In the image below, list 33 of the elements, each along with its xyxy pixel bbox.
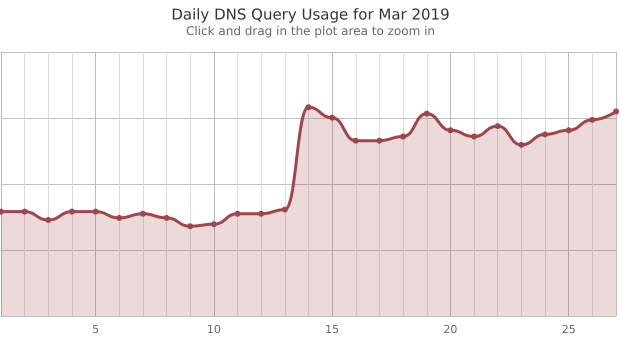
x-tick-label: 10: [206, 323, 221, 336]
x-tick-label: 20: [443, 323, 458, 336]
point: [400, 134, 406, 140]
point: [45, 217, 52, 223]
point: [542, 131, 548, 138]
point: [210, 221, 217, 228]
chart-subtitle: Click and drag in the plot area to zoom in: [186, 24, 436, 38]
point: [22, 208, 28, 215]
point: [447, 127, 454, 134]
point: [424, 110, 430, 117]
point: [566, 127, 572, 134]
point: [68, 208, 75, 215]
x-tick-label: 15: [325, 323, 340, 336]
point: [282, 206, 288, 213]
point: [187, 223, 194, 230]
point: [306, 104, 312, 110]
point: [164, 214, 170, 221]
point: [352, 138, 359, 144]
point: [140, 210, 146, 217]
point: [494, 123, 501, 130]
x-tick-label: 5: [92, 323, 100, 336]
point: [589, 116, 596, 123]
point: [116, 214, 122, 221]
x-tick-label: 25: [562, 323, 576, 336]
point: [329, 114, 336, 121]
point: [376, 138, 382, 144]
chart-title: Daily DNS Query Usage for Mar 2019: [171, 6, 450, 24]
point: [471, 134, 478, 140]
point: [258, 210, 264, 217]
point: [92, 208, 99, 215]
point: [518, 142, 524, 148]
point: [613, 108, 619, 114]
point: [234, 210, 241, 217]
